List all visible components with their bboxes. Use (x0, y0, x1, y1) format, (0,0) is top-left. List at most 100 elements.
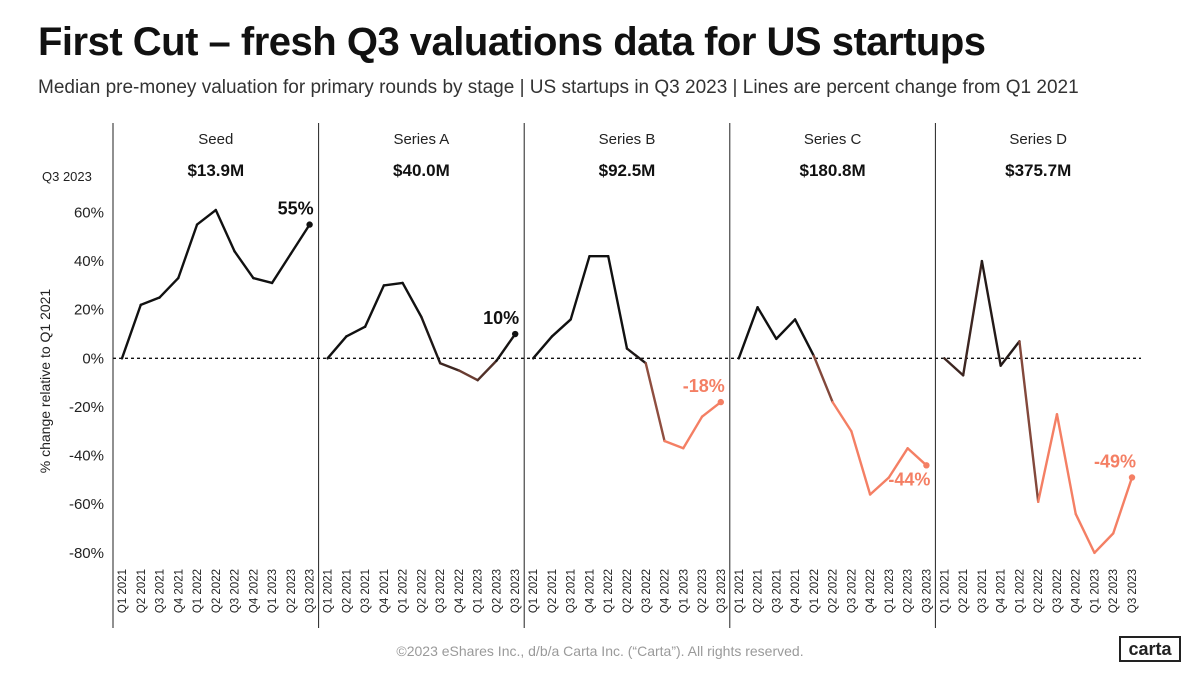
row-label-q3-2023: Q3 2023 (42, 169, 92, 184)
panel-q3-value: $40.0M (393, 161, 450, 180)
series-end-label: 10% (483, 308, 519, 328)
carta-logo: carta (1119, 636, 1181, 662)
x-tick-label: Q3 2022 (641, 569, 653, 613)
y-tick-label: -40% (69, 448, 104, 465)
series-line-segment (1093, 532, 1115, 555)
series-line-segment (775, 318, 797, 341)
panel-title: Series A (393, 131, 449, 148)
series-line-segment (682, 415, 704, 450)
x-tick-label: Q4 2022 (248, 569, 260, 613)
series-line-segment (607, 255, 629, 350)
x-tick-label: Q2 2023 (903, 569, 915, 613)
series-end-label: -44% (888, 469, 930, 489)
series-line-segment (737, 306, 759, 360)
series-line-segment (495, 332, 517, 362)
panel-title: Series D (1009, 131, 1067, 148)
series-line-segment (700, 400, 722, 418)
series-line-segment (326, 335, 348, 360)
series-line-segment (756, 306, 778, 341)
series-line-segment (868, 476, 891, 496)
series-line-segment (906, 447, 928, 467)
x-tick-label: Q4 2022 (660, 569, 672, 613)
series-line-segment (569, 255, 591, 321)
series-end-label: -18% (683, 376, 725, 396)
series-line-segment (177, 223, 199, 280)
x-tick-label: Q3 2021 (771, 569, 783, 613)
series-line-segment (999, 340, 1021, 367)
y-tick-label: 60% (74, 204, 104, 221)
x-tick-label: Q3 2023 (921, 569, 933, 613)
series-line-segment (1055, 413, 1077, 516)
x-tick-label: Q4 2022 (1071, 569, 1083, 613)
series-line-segment (887, 447, 909, 479)
x-tick-label: Q4 2021 (996, 569, 1008, 613)
series-line-segment (289, 223, 311, 255)
series-end-point (717, 398, 724, 406)
x-tick-label: Q4 2021 (379, 569, 391, 613)
series-line-segment (195, 208, 218, 226)
x-tick-label: Q2 2022 (622, 569, 634, 613)
x-tick-label: Q1 2021 (734, 569, 746, 613)
series-line-segment (457, 369, 479, 382)
x-tick-label: Q1 2023 (884, 569, 896, 613)
x-tick-label: Q2 2022 (828, 569, 840, 613)
series-line-segment (401, 281, 423, 319)
x-tick-label: Q3 2021 (566, 569, 578, 613)
series-line-segment (961, 259, 984, 377)
x-tick-label: Q4 2022 (865, 569, 877, 613)
series-line-segment (1018, 340, 1040, 503)
series-line-segment (1036, 413, 1059, 503)
series-line-segment (550, 318, 572, 338)
panel-title: Series B (599, 131, 656, 148)
y-axis-label: % change relative to Q1 2021 (37, 289, 53, 474)
panel-q3-value: $375.7M (1005, 161, 1071, 180)
x-tick-label: Q3 2023 (716, 569, 728, 613)
y-tick-label: 0% (82, 350, 104, 367)
x-tick-label: Q1 2022 (809, 569, 821, 613)
y-tick-label: 40% (74, 253, 104, 270)
series-line-segment (532, 335, 554, 360)
x-tick-label: Q1 2021 (117, 569, 129, 613)
x-tick-label: Q1 2021 (939, 569, 951, 613)
series-line-segment (120, 303, 142, 360)
series-line-segment (214, 208, 236, 253)
x-tick-label: Q1 2022 (603, 569, 615, 613)
x-tick-label: Q1 2023 (1089, 569, 1101, 613)
x-tick-label: Q2 2023 (697, 569, 709, 613)
x-tick-label: Q1 2021 (528, 569, 540, 613)
series-end-point (1128, 474, 1136, 481)
x-tick-label: Q2 2021 (547, 569, 559, 613)
series-line-segment (270, 252, 293, 285)
series-line-segment (943, 357, 965, 377)
panel-q3-value: $13.9M (187, 161, 244, 180)
series-line-segment (850, 430, 872, 496)
x-tick-label: Q2 2022 (211, 569, 223, 613)
x-tick-label: Q4 2022 (454, 569, 466, 613)
x-tick-label: Q4 2021 (173, 569, 185, 613)
series-end-point (923, 462, 930, 469)
x-tick-label: Q3 2023 (510, 569, 522, 613)
series-line-segment (345, 325, 367, 338)
series-line-segment (625, 347, 647, 365)
x-tick-label: Q3 2021 (360, 569, 372, 613)
x-tick-label: Q3 2021 (155, 569, 167, 613)
x-tick-label: Q2 2021 (341, 569, 353, 613)
x-tick-label: Q2 2023 (1108, 569, 1120, 613)
series-end-label: -49% (1094, 451, 1136, 471)
x-tick-label: Q4 2021 (790, 569, 802, 613)
x-tick-label: Q2 2021 (136, 569, 148, 613)
x-tick-label: Q2 2023 (286, 569, 298, 613)
series-line-segment (382, 281, 404, 287)
series-end-label: 55% (278, 199, 314, 219)
x-tick-label: Q1 2022 (192, 569, 204, 613)
series-line-segment (831, 400, 853, 433)
y-tick-label: -20% (69, 399, 104, 416)
y-tick-label: -80% (69, 545, 104, 562)
x-tick-label: Q1 2021 (323, 569, 335, 613)
series-line-segment (438, 361, 461, 372)
x-tick-label: Q1 2023 (267, 569, 279, 613)
x-tick-label: Q1 2022 (1014, 569, 1026, 613)
x-tick-label: Q2 2022 (416, 569, 428, 613)
x-tick-label: Q1 2023 (678, 569, 690, 613)
